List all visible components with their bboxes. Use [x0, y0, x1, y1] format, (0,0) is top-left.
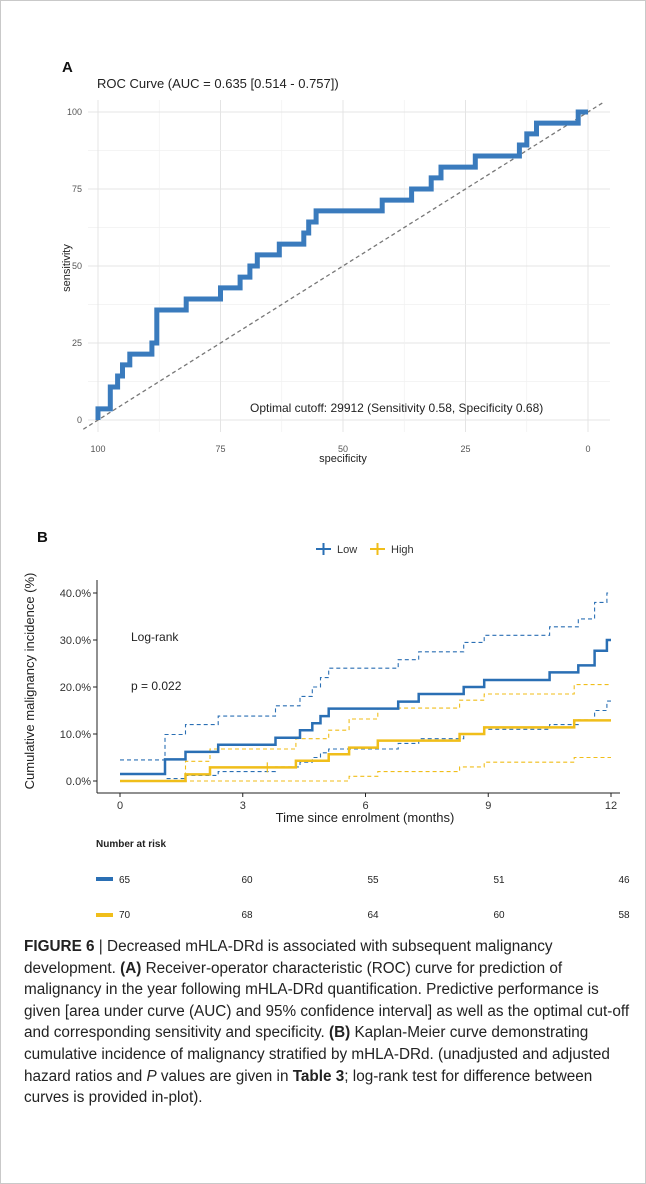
km-pvalue-label: p = 0.022	[131, 679, 182, 693]
roc-x-axis-label: specificity	[319, 453, 367, 465]
km-y-tick-label: 0.0%	[66, 776, 91, 788]
roc-x-tick-label: 75	[215, 444, 225, 454]
roc-x-tick-label: 50	[338, 444, 348, 454]
km-low-lower-ci-line	[120, 700, 611, 782]
figure-canvas: A ROC Curve (AUC = 0.635 [0.514 - 0.757]…	[22, 59, 630, 921]
caption-text-2: Receiver-operator characteristic (ROC) c…	[24, 959, 630, 1042]
caption-panel-b-ref: (B)	[328, 1024, 351, 1042]
km-x-tick-label: 12	[605, 800, 617, 812]
roc-optimal-cutoff-annotation: Optimal cutoff: 29912 (Sensitivity 0.58,…	[250, 401, 543, 415]
risk-table-values: 65 60 55 51 46 70 68 64 60 58	[119, 875, 630, 921]
risk-table-title: Number at risk	[96, 839, 166, 850]
roc-curve-line	[95, 109, 588, 420]
km-x-axis-label: Time since enrolment (months)	[276, 810, 455, 825]
risk-high-count: 68	[241, 910, 253, 921]
risk-low-count: 51	[493, 875, 505, 886]
km-y-tick-label: 40.0%	[60, 588, 91, 600]
km-y-tick-label: 30.0%	[60, 635, 91, 647]
km-low-upper-ci-line	[120, 592, 611, 761]
panel-a-label: A	[62, 59, 73, 76]
roc-y-tick-label: 0	[77, 415, 82, 425]
risk-high-count: 64	[367, 910, 379, 921]
caption-p-italic: P	[146, 1067, 157, 1085]
panel-b-label: B	[37, 529, 48, 546]
km-curves	[120, 592, 611, 783]
risk-low-count: 55	[367, 875, 379, 886]
km-x-tick-label: 3	[240, 800, 246, 812]
km-y-axis-label: Cumulative malignancy incidence (%)	[22, 573, 37, 790]
km-legend: Low High	[316, 543, 414, 556]
roc-x-tick-label: 25	[460, 444, 470, 454]
risk-row-low-swatch	[96, 877, 113, 881]
roc-y-tick-label: 25	[72, 338, 82, 348]
km-legend-high-label: High	[391, 544, 414, 556]
risk-row-high-swatch	[96, 913, 113, 917]
caption-text-5: ; log-rank test for difference between c…	[24, 1067, 593, 1107]
km-y-tick-label: 20.0%	[60, 682, 91, 694]
caption-text-4: values are given in	[156, 1067, 293, 1085]
caption-text-1: Decreased mHLA-DRd is associated with su…	[24, 938, 553, 977]
caption-table-ref: Table 3	[292, 1067, 345, 1085]
km-low-curve-line	[120, 638, 611, 776]
km-y-tick-label: 10.0%	[60, 729, 91, 741]
risk-high-count: 58	[618, 910, 630, 921]
caption-separator: |	[94, 938, 108, 955]
caption-panel-a-ref: (A)	[120, 959, 142, 977]
roc-y-tick-label: 50	[72, 261, 82, 271]
km-high-lower-ci-line	[120, 756, 611, 782]
risk-high-count: 70	[119, 910, 131, 921]
km-tick-labels: 0 3 6 9 12 0.0% 10.0% 20.0% 30.0% 40.0%	[60, 588, 617, 812]
km-legend-low-label: Low	[337, 544, 357, 556]
roc-x-tick-label: 0	[585, 444, 590, 454]
risk-low-count: 65	[119, 875, 131, 886]
roc-y-tick-label: 75	[72, 184, 82, 194]
roc-grid	[88, 100, 610, 432]
caption-figure-label: FIGURE 6	[24, 938, 95, 955]
km-x-tick-label: 0	[117, 800, 123, 812]
roc-title: ROC Curve (AUC = 0.635 [0.514 - 0.757])	[97, 76, 339, 91]
caption-text-3: Kaplan-Meier curve demonstrating cumulat…	[24, 1024, 610, 1085]
km-x-tick-label: 6	[362, 800, 368, 812]
km-x-tick-label: 9	[485, 800, 491, 812]
km-high-upper-ci-line	[120, 684, 611, 782]
risk-high-count: 60	[493, 910, 505, 921]
km-high-curve-line	[120, 719, 611, 783]
risk-low-count: 60	[241, 875, 253, 886]
roc-y-axis-label: sensitivity	[61, 244, 73, 292]
roc-y-tick-label: 100	[67, 107, 82, 117]
figure-caption: FIGURE 6 | Decreased mHLA-DRd is associa…	[24, 936, 630, 1109]
roc-x-tick-label: 100	[90, 444, 105, 454]
km-logrank-label: Log-rank	[131, 630, 179, 644]
risk-low-count: 46	[618, 875, 630, 886]
roc-tick-labels: 100 75 50 25 0 0 25 50 75 100	[67, 107, 591, 454]
